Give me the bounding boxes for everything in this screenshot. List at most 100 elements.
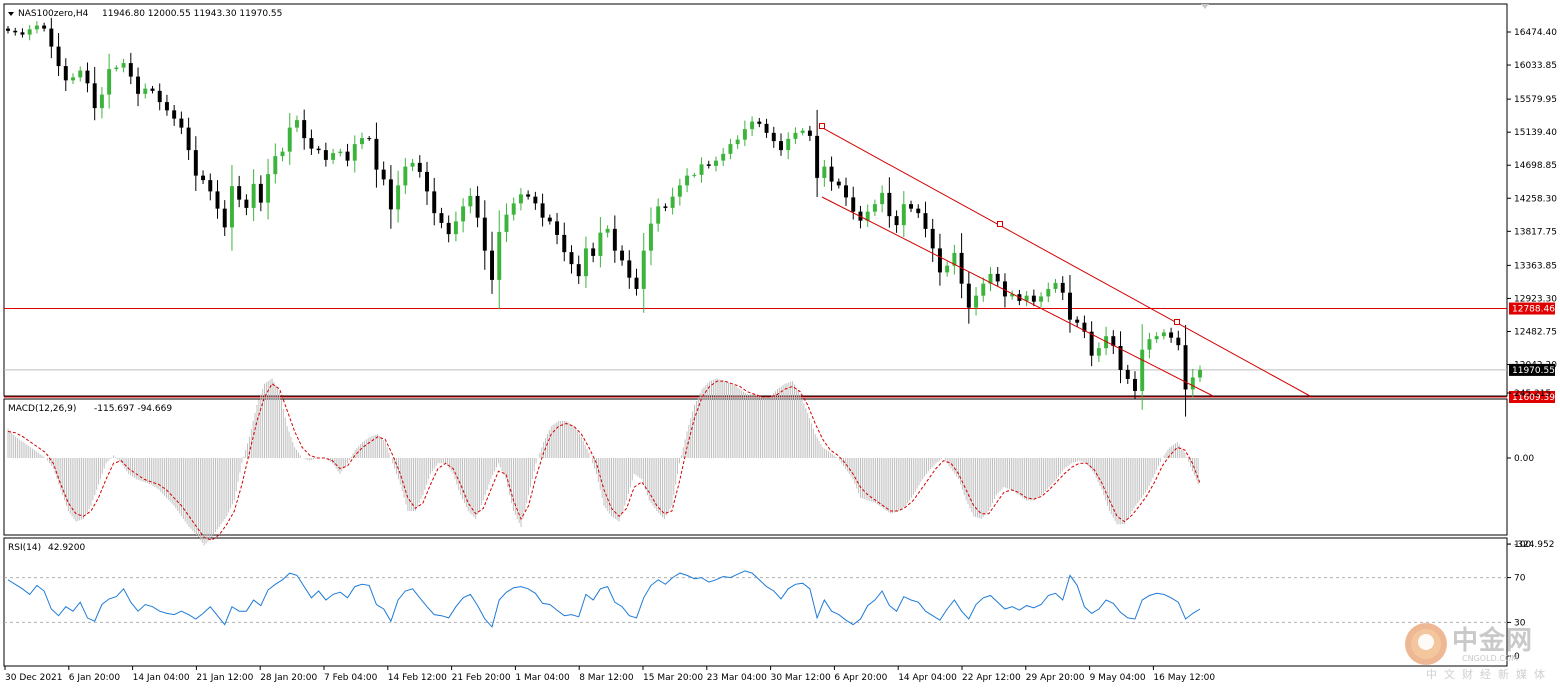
- candle-body: [201, 175, 206, 181]
- candle-body: [367, 138, 372, 140]
- candle-body: [1046, 288, 1051, 297]
- candle-body: [1096, 348, 1101, 356]
- candle-body: [1053, 282, 1058, 289]
- price-label-text: 12788.46: [1512, 305, 1555, 315]
- candle-body: [742, 129, 747, 140]
- candle-body: [410, 162, 415, 167]
- time-tick-label: 8 Mar 12:00: [579, 673, 634, 683]
- candle-body: [1140, 349, 1145, 391]
- candle-body: [49, 28, 54, 47]
- candle-body: [179, 118, 184, 128]
- candle-body: [13, 30, 18, 33]
- channel-anchor-handle: [819, 123, 825, 129]
- candle-body: [150, 88, 155, 91]
- candle-body: [1089, 331, 1094, 356]
- candle-body: [475, 195, 480, 218]
- candle-body: [6, 28, 10, 31]
- candle-body: [706, 164, 711, 166]
- candle-body: [1125, 369, 1130, 379]
- candle-body: [901, 204, 906, 226]
- price-tick-label: 13817.75: [1514, 227, 1557, 237]
- candle-body: [157, 90, 162, 103]
- candle-body: [952, 252, 957, 266]
- candle-body: [1039, 296, 1044, 302]
- candle-body: [92, 83, 97, 109]
- candle-body: [1031, 295, 1036, 302]
- watermark-title: 中金网: [1452, 626, 1534, 656]
- candle-body: [432, 191, 437, 214]
- candle-body: [1190, 377, 1195, 390]
- candle-body: [1060, 282, 1065, 293]
- candle-body: [482, 217, 487, 251]
- time-tick-label: 15 Mar 20:00: [643, 673, 703, 683]
- rsi-line: [7, 570, 1201, 628]
- candle-body: [287, 127, 292, 152]
- candle-body: [42, 25, 47, 29]
- candle-body: [685, 175, 690, 186]
- candle-body: [63, 66, 68, 81]
- scroll-marker-icon[interactable]: [1201, 4, 1209, 9]
- candle-body: [981, 283, 986, 296]
- time-axis: 30 Dec 2021 6 Jan 20:00 14 Jan 04:00 21 Jan…: [4, 666, 1215, 683]
- candle-body: [634, 277, 639, 289]
- cngold-logo-icon: [1405, 623, 1447, 665]
- time-tick-label: 21 Jan 12:00: [196, 673, 253, 683]
- time-tick-label: 23 Mar 04:00: [707, 673, 767, 683]
- candle-body: [872, 204, 877, 212]
- candle-body: [1183, 345, 1188, 390]
- candle-body: [699, 164, 704, 175]
- candle-body: [294, 120, 299, 128]
- candle-body: [316, 148, 321, 151]
- candle-body: [439, 213, 444, 223]
- ohlc-label: 11946.80 12000.55 11943.30 11970.55: [102, 9, 282, 19]
- rsi-tick-label: 30: [1514, 618, 1526, 628]
- macd-plot: 245.215 0.00 -324.952: [7, 378, 1554, 550]
- price-tick-label: 12482.75: [1514, 327, 1557, 337]
- candle-body: [71, 77, 75, 81]
- price-tick-label: 16474.40: [1514, 28, 1557, 38]
- candle-body: [121, 63, 126, 68]
- candle-body: [56, 46, 61, 67]
- candle-body: [988, 273, 993, 284]
- candle-body: [193, 150, 198, 176]
- candle-body: [461, 206, 466, 222]
- price-label-text: 11609.39: [1512, 393, 1555, 403]
- candle-body: [273, 156, 278, 175]
- candle-body: [136, 76, 141, 94]
- candle-body: [923, 213, 928, 229]
- candle-body: [663, 206, 668, 208]
- candle-body: [1154, 336, 1159, 340]
- candle-body: [916, 208, 921, 214]
- candle-body: [1002, 281, 1007, 297]
- price-label-box: [1509, 363, 1555, 376]
- candle-body: [1161, 332, 1166, 337]
- candle-body: [417, 162, 422, 172]
- candle-body: [381, 169, 386, 180]
- rsi-tick-label: 0: [1514, 652, 1520, 662]
- candle-body: [937, 248, 942, 273]
- trend-channel[interactable]: [819, 123, 1311, 397]
- price-labels: 12788.46 11609.39 11970.55: [1509, 302, 1555, 403]
- time-tick-label: 29 Apr 20:00: [1026, 673, 1085, 683]
- channel-upper-line: [821, 127, 1311, 397]
- candle-body: [518, 194, 523, 204]
- rsi-label: RSI(14): [8, 543, 41, 553]
- rsi-tick-label: 70: [1514, 574, 1526, 584]
- candle-body: [757, 121, 762, 124]
- price-tick-label: 15139.40: [1514, 128, 1557, 138]
- horizontal-lines[interactable]: [4, 308, 1507, 398]
- candle-body: [800, 130, 805, 133]
- price-tick-label: 12923.30: [1514, 294, 1557, 304]
- candle-body: [114, 67, 119, 70]
- candle-body: [836, 181, 841, 186]
- symbol-menu-icon[interactable]: [8, 12, 14, 16]
- rsi-plot: 100 70 30 0: [4, 540, 1531, 662]
- time-tick-label: 16 May 12:00: [1153, 673, 1215, 683]
- candle-body: [547, 217, 552, 222]
- time-tick-label: 14 Apr 04:00: [898, 673, 957, 683]
- candle-body: [526, 194, 531, 197]
- candle-body: [143, 88, 148, 94]
- candle-body: [764, 123, 769, 133]
- candle-body: [583, 248, 588, 277]
- candle-body: [598, 232, 603, 256]
